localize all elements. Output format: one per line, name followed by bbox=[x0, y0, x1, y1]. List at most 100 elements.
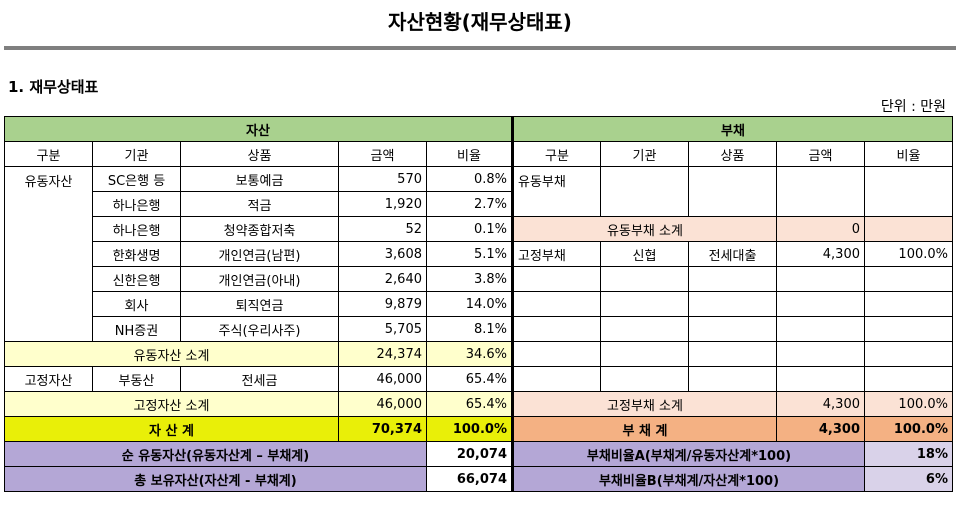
institution-cell: 하나은행 bbox=[92, 216, 181, 242]
empty-cell bbox=[511, 291, 601, 317]
product-cell: 적금 bbox=[180, 191, 339, 217]
asset-header: 자산 bbox=[4, 116, 513, 142]
column-header-row: 구분 기관 상품 금액 비율 구분 기관 상품 금액 비율 bbox=[4, 141, 953, 167]
product-cell: 퇴직연금 bbox=[180, 291, 339, 317]
amount-cell: 46,000 bbox=[338, 366, 427, 392]
debt-ratio-b-label: 부채비율B(부채계/자산계*100) bbox=[511, 466, 865, 492]
liability-header: 부채 bbox=[511, 116, 953, 142]
fixed-liability-subtotal-ratio: 100.0% bbox=[864, 391, 953, 417]
col-institution: 기관 bbox=[600, 141, 689, 167]
fixed-asset-category: 고정자산 bbox=[4, 366, 93, 392]
liability-total-ratio: 100.0% bbox=[864, 416, 953, 442]
table-row: 하나은행 청약종합저축 52 0.1% 유동부채 소계 0 bbox=[5, 216, 953, 242]
institution-cell: 회사 bbox=[92, 291, 181, 317]
product-cell: 개인연금(남편) bbox=[180, 241, 339, 267]
amount-cell: 9,879 bbox=[338, 291, 427, 317]
table-row: 유동자산 소계 24,374 34.6% bbox=[4, 341, 953, 367]
ratio-cell: 5.1% bbox=[426, 241, 513, 267]
fixed-asset-subtotal-amount: 46,000 bbox=[338, 391, 427, 417]
amount-cell: 1,920 bbox=[338, 191, 427, 217]
col-product: 상품 bbox=[688, 141, 777, 167]
asset-total-ratio: 100.0% bbox=[426, 416, 513, 442]
col-category: 구분 bbox=[4, 141, 93, 167]
empty-cell bbox=[864, 366, 953, 392]
ratio-cell: 8.1% bbox=[426, 316, 513, 342]
group-header-row: 자산 부채 bbox=[4, 116, 953, 142]
fixed-liability-category: 고정부채 bbox=[511, 241, 601, 267]
current-liability-category: 유동부채 bbox=[511, 166, 601, 217]
empty-cell bbox=[600, 316, 689, 342]
current-liability-subtotal-amount: 0 bbox=[776, 216, 865, 242]
empty-cell bbox=[600, 291, 689, 317]
ratio-cell: 100.0% bbox=[864, 241, 953, 267]
table-row: 한화생명 개인연금(남편) 3,608 5.1% 고정부채 신협 전세대출 4,… bbox=[5, 241, 953, 267]
ratio-cell: 14.0% bbox=[426, 291, 513, 317]
net-total-asset-label: 총 보유자산(자산계 - 부채계) bbox=[4, 466, 427, 492]
table-row: 신한은행 개인연금(아내) 2,640 3.8% bbox=[5, 266, 953, 292]
table-row: 고정자산 소계 46,000 65.4% 고정부채 소계 4,300 100.0… bbox=[4, 391, 953, 417]
empty-cell bbox=[864, 341, 953, 367]
empty-cell bbox=[511, 316, 601, 342]
empty-cell bbox=[511, 341, 601, 367]
empty-cell bbox=[776, 291, 865, 317]
empty-cell bbox=[776, 341, 865, 367]
unit-label: 단위 : 만원 bbox=[880, 99, 946, 115]
asset-total-amount: 70,374 bbox=[338, 416, 427, 442]
institution-cell: 부동산 bbox=[92, 366, 181, 392]
empty-cell bbox=[776, 316, 865, 342]
amount-cell: 4,300 bbox=[776, 241, 865, 267]
empty-cell bbox=[688, 266, 777, 292]
current-asset-subtotal-label: 유동자산 소계 bbox=[4, 341, 339, 367]
empty-cell bbox=[688, 166, 777, 217]
table-row: NH증권 주식(우리사주) 5,705 8.1% bbox=[5, 316, 953, 342]
institution-cell: 신협 bbox=[600, 241, 689, 267]
ratio-cell: 0.8% bbox=[426, 166, 513, 192]
col-category: 구분 bbox=[511, 141, 601, 167]
col-amount: 금액 bbox=[338, 141, 427, 167]
debt-ratio-b-value: 6% bbox=[864, 466, 953, 492]
empty-cell bbox=[600, 166, 689, 217]
empty-cell bbox=[776, 166, 865, 217]
empty-cell bbox=[600, 366, 689, 392]
table-row: 회사 퇴직연금 9,879 14.0% bbox=[5, 291, 953, 317]
total-row: 자 산 계 70,374 100.0% 부 채 계 4,300 100.0% bbox=[4, 416, 953, 442]
debt-ratio-a-value: 18% bbox=[864, 441, 953, 467]
net-current-asset-label: 순 유동자산(유동자산계 – 부채계) bbox=[4, 441, 427, 467]
table-row: 하나은행 적금 1,920 2.7% bbox=[5, 191, 953, 217]
col-amount: 금액 bbox=[776, 141, 865, 167]
amount-cell: 52 bbox=[338, 216, 427, 242]
empty-cell bbox=[864, 316, 953, 342]
summary-row: 총 보유자산(자산계 - 부채계) 66,074 부채비율B(부채계/자산계*1… bbox=[4, 466, 953, 492]
ratio-cell: 2.7% bbox=[426, 191, 513, 217]
institution-cell: NH증권 bbox=[92, 316, 181, 342]
empty-cell bbox=[511, 266, 601, 292]
amount-cell: 3,608 bbox=[338, 241, 427, 267]
product-cell: 보통예금 bbox=[180, 166, 339, 192]
empty-cell bbox=[864, 166, 953, 217]
fixed-asset-subtotal-ratio: 65.4% bbox=[426, 391, 513, 417]
asset-total-label: 자 산 계 bbox=[4, 416, 339, 442]
fixed-liability-subtotal-amount: 4,300 bbox=[776, 391, 865, 417]
debt-ratio-a-label: 부채비율A(부채계/유동자산계*100) bbox=[511, 441, 865, 467]
empty-cell bbox=[600, 341, 689, 367]
amount-cell: 2,640 bbox=[338, 266, 427, 292]
empty-cell bbox=[864, 266, 953, 292]
institution-cell: 하나은행 bbox=[92, 191, 181, 217]
section-heading: 1. 재무상태표 bbox=[8, 78, 99, 96]
product-cell: 주식(우리사주) bbox=[180, 316, 339, 342]
table-row: 고정자산 부동산 전세금 46,000 65.4% bbox=[4, 366, 953, 392]
summary-row: 순 유동자산(유동자산계 – 부채계) 20,074 부채비율A(부채계/유동자… bbox=[4, 441, 953, 467]
ratio-cell: 3.8% bbox=[426, 266, 513, 292]
product-cell: 청약종합저축 bbox=[180, 216, 339, 242]
net-total-asset-value: 66,074 bbox=[426, 466, 513, 492]
current-asset-subtotal-amount: 24,374 bbox=[338, 341, 427, 367]
empty-cell bbox=[864, 291, 953, 317]
current-asset-category: 유동자산 bbox=[4, 166, 93, 342]
net-current-asset-value: 20,074 bbox=[426, 441, 513, 467]
empty-cell bbox=[688, 291, 777, 317]
institution-cell: 한화생명 bbox=[92, 241, 181, 267]
product-cell: 전세대출 bbox=[688, 241, 777, 267]
empty-cell bbox=[600, 266, 689, 292]
institution-cell: SC은행 등 bbox=[92, 166, 181, 192]
title-divider bbox=[4, 46, 956, 50]
